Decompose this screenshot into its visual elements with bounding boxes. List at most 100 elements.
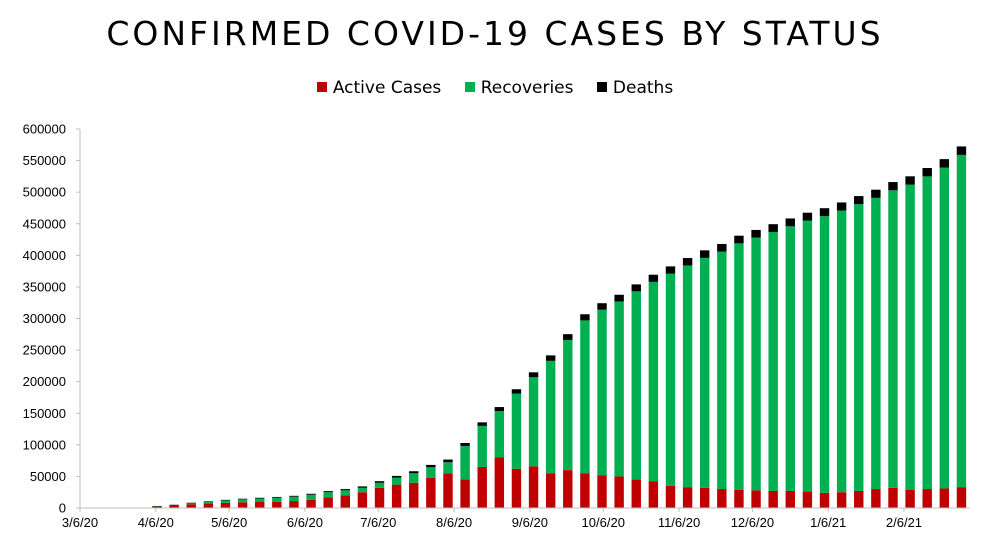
bar-deaths xyxy=(426,464,436,468)
bar-active xyxy=(922,489,932,508)
y-tick-label: 350000 xyxy=(23,279,66,294)
bar-active xyxy=(511,468,522,508)
bar-recoveries xyxy=(255,498,265,502)
bar-recoveries xyxy=(597,309,607,476)
bar-recoveries xyxy=(905,184,915,490)
bar-recoveries xyxy=(426,467,436,478)
bar-deaths xyxy=(597,303,607,310)
bar-active xyxy=(426,477,436,508)
bar-recoveries xyxy=(751,237,761,491)
y-tick-label: 450000 xyxy=(23,216,66,231)
bar-active xyxy=(854,490,864,508)
x-axis: 3/6/20 4/6/20 5/6/20 6/6/20 7/6/20 8/6/20 9/6/… xyxy=(62,507,970,530)
legend-label-deaths: Deaths xyxy=(612,78,674,98)
bar-deaths xyxy=(922,168,932,177)
y-tick-label: 400000 xyxy=(23,248,66,263)
bar-deaths xyxy=(528,372,539,378)
bar-deaths xyxy=(460,443,470,447)
bar-deaths xyxy=(323,491,333,493)
bar-recoveries xyxy=(374,482,385,488)
bar-recoveries xyxy=(563,339,573,471)
bar-deaths xyxy=(374,481,385,483)
bar-recoveries xyxy=(391,477,402,485)
bar-active xyxy=(220,502,231,508)
bar-active xyxy=(819,492,830,508)
bar-deaths xyxy=(682,258,693,266)
bar-recoveries xyxy=(323,492,333,498)
bar-active xyxy=(237,502,248,508)
bar-recoveries xyxy=(494,411,505,458)
bar-deaths xyxy=(409,471,419,474)
y-tick-label: 300000 xyxy=(23,311,66,326)
bar-active xyxy=(443,473,453,508)
y-tick-label: 200000 xyxy=(23,374,66,389)
bar-recoveries xyxy=(237,499,248,503)
y-tick-label: 550000 xyxy=(23,153,66,168)
y-tick-label: 0 xyxy=(59,501,66,516)
y-tick-label: 600000 xyxy=(23,122,66,137)
bar-recoveries xyxy=(888,190,898,488)
bar-deaths xyxy=(819,208,830,217)
bar-active xyxy=(289,501,299,508)
x-tick-label: 6/6/20 xyxy=(287,515,323,530)
bar-deaths xyxy=(357,486,368,488)
x-tick-label: 3/6/20 xyxy=(62,515,98,530)
legend-item-recoveries: Recoveries xyxy=(464,78,574,98)
bar-active xyxy=(391,484,402,508)
bar-active xyxy=(888,487,898,508)
bar-deaths xyxy=(563,334,573,340)
bar-deaths xyxy=(956,146,967,155)
x-tick-label: 10/6/20 xyxy=(582,515,625,530)
bar-active xyxy=(836,492,847,508)
bar-deaths xyxy=(545,355,556,361)
bar-recoveries xyxy=(357,487,368,493)
bar-deaths xyxy=(751,229,761,238)
bar-active xyxy=(494,457,505,508)
legend-label-active: Active Cases xyxy=(332,78,442,98)
bar-recoveries xyxy=(631,291,641,480)
x-tick-label: 9/6/20 xyxy=(512,515,548,530)
bar-recoveries xyxy=(734,243,744,490)
x-tick-label: 2/6/21 xyxy=(886,515,922,530)
bar-active xyxy=(871,489,881,508)
bar-active xyxy=(477,466,487,508)
bar-active xyxy=(409,482,419,508)
legend-swatch-recoveries xyxy=(464,82,475,92)
bar-recoveries xyxy=(272,497,282,502)
bar-recoveries xyxy=(956,154,967,488)
bar-recoveries xyxy=(186,503,196,505)
bars-group xyxy=(152,146,967,508)
bar-deaths xyxy=(836,202,847,211)
bar-recoveries xyxy=(340,490,350,496)
bar-active xyxy=(340,495,350,508)
bar-active xyxy=(323,497,333,508)
bar-recoveries xyxy=(460,446,470,480)
bar-recoveries xyxy=(614,301,624,477)
bar-recoveries xyxy=(203,501,214,504)
bar-deaths xyxy=(939,159,950,168)
bar-deaths xyxy=(580,314,590,321)
x-tick-label: 1/6/21 xyxy=(810,515,846,530)
bar-deaths xyxy=(443,459,453,463)
bar-deaths xyxy=(871,189,881,198)
bar-deaths xyxy=(306,493,316,495)
bar-active xyxy=(751,490,761,508)
chart-title: CONFIRMED COVID-19 CASES BY STATUS xyxy=(106,14,884,53)
x-tick-label: 11/6/20 xyxy=(658,515,700,530)
y-tick-label: 250000 xyxy=(23,343,66,358)
bar-active xyxy=(597,475,607,508)
bar-recoveries xyxy=(854,204,864,491)
bar-deaths xyxy=(220,499,231,501)
bar-active xyxy=(255,501,265,508)
bar-deaths xyxy=(477,422,487,426)
legend-item-deaths: Deaths xyxy=(596,78,674,98)
bar-deaths xyxy=(854,196,864,205)
bar-active xyxy=(186,504,196,508)
bar-recoveries xyxy=(306,494,316,500)
bar-recoveries xyxy=(768,231,778,491)
bar-recoveries xyxy=(700,257,710,488)
bar-active xyxy=(802,491,813,508)
bar-deaths xyxy=(717,243,727,252)
bar-deaths xyxy=(494,407,505,412)
bar-active xyxy=(614,476,624,508)
